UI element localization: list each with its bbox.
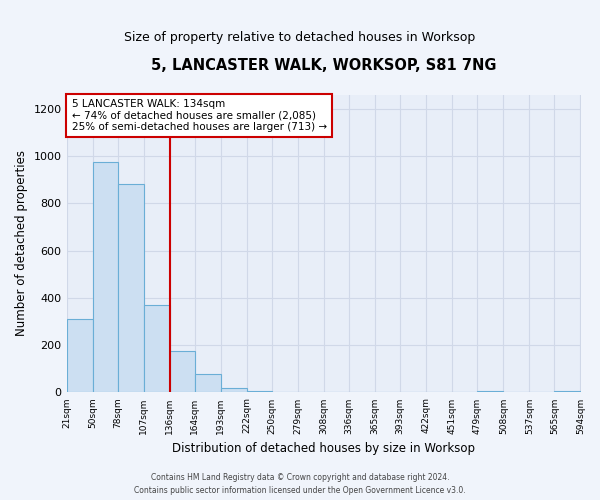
Bar [92,162,118,392]
Bar [554,391,581,392]
Text: Contains HM Land Registry data © Crown copyright and database right 2024.
Contai: Contains HM Land Registry data © Crown c… [134,474,466,495]
Text: 5 LANCASTER WALK: 134sqm
← 74% of detached houses are smaller (2,085)
25% of sem: 5 LANCASTER WALK: 134sqm ← 74% of detach… [71,99,327,132]
Title: 5, LANCASTER WALK, WORKSOP, S81 7NG: 5, LANCASTER WALK, WORKSOP, S81 7NG [151,58,496,72]
Bar [67,319,92,392]
Bar [118,184,143,392]
Y-axis label: Number of detached properties: Number of detached properties [15,150,28,336]
Bar [143,305,170,392]
Bar [247,391,272,392]
Bar [195,374,221,392]
Bar [478,391,503,392]
Bar [170,351,195,393]
Text: Size of property relative to detached houses in Worksop: Size of property relative to detached ho… [124,31,476,44]
Bar [221,388,247,392]
X-axis label: Distribution of detached houses by size in Worksop: Distribution of detached houses by size … [172,442,475,455]
